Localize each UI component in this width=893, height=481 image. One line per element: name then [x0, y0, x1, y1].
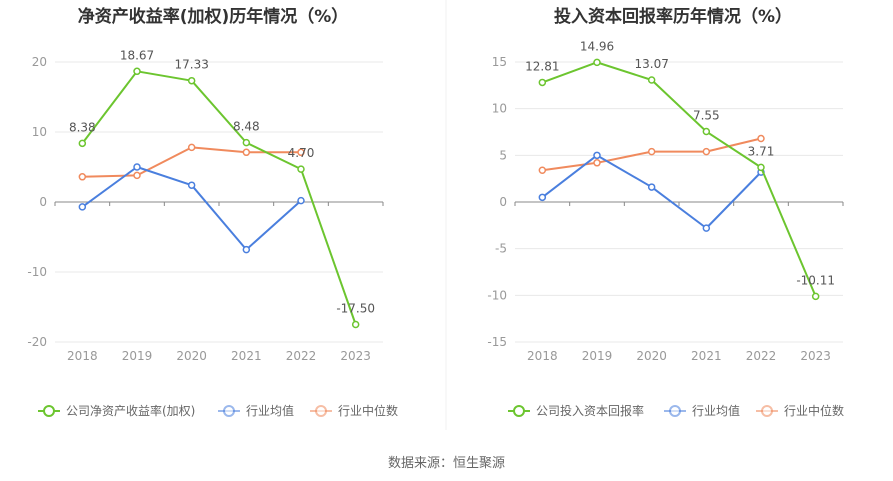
data-label: 12.81: [525, 59, 559, 73]
x-tick-label: 2022: [286, 349, 317, 363]
roe-chart-panel: 净资产收益率(加权)历年情况（%） 20 10 0 -10 -20 2018 2019 2020…: [27, 6, 398, 418]
legend-marker-swatch: [513, 405, 525, 417]
roic-chart-panel: 投入资本回报率历年情况（%） 15 10 5 0 -5 -10 -15 2018 2019 2020…: [487, 6, 844, 418]
data-point: [78, 139, 87, 148]
data-label: -10.11: [796, 273, 835, 287]
data-point: [538, 78, 547, 87]
data-point: [702, 127, 711, 136]
data-point: [242, 245, 251, 254]
data-point: [757, 134, 765, 143]
data-point: [647, 183, 656, 191]
y-tick-label: 10: [32, 125, 47, 139]
x-tick-label: 2022: [746, 349, 777, 363]
series-line: [541, 61, 817, 297]
data-point: [647, 76, 656, 84]
data-point: [133, 163, 141, 171]
legend-label: 公司净资产收益率(加权): [66, 403, 195, 418]
y-tick-label: 15: [492, 55, 507, 69]
y-tick-label: 0: [499, 195, 507, 209]
legend-label: 公司投入资本回报率: [536, 403, 644, 418]
data-point: [538, 193, 547, 202]
data-point: [538, 166, 547, 175]
x-tick-label: 2019: [582, 349, 613, 363]
y-tick-label: 20: [32, 55, 47, 69]
legend-marker-swatch: [761, 405, 773, 417]
x-tick-label: 2018: [527, 349, 558, 363]
data-point: [78, 203, 87, 211]
x-tick-label: 2019: [122, 349, 153, 363]
legend-label: 行业均值: [692, 403, 740, 418]
x-tick-label: 2021: [691, 349, 722, 363]
data-label: 13.07: [634, 57, 668, 71]
legend-label: 行业中位数: [338, 403, 398, 418]
data-point: [757, 163, 765, 172]
legend-marker-swatch: [223, 405, 235, 417]
data-label: 8.38: [69, 120, 96, 134]
legend-item: 行业中位数: [310, 403, 398, 418]
data-point: [242, 138, 251, 147]
y-tick-label: -5: [495, 242, 507, 256]
data-point: [593, 159, 601, 167]
data-point: [242, 148, 251, 157]
legend-label: 行业均值: [246, 403, 294, 418]
legend-item: 公司投入资本回报率: [508, 403, 644, 418]
y-tick-label: -20: [27, 335, 47, 349]
data-point: [647, 147, 656, 156]
y-tick-label: 10: [492, 102, 507, 116]
data-point: [187, 181, 196, 189]
y-tick-label: 5: [499, 148, 507, 162]
legend-item: 行业均值: [218, 403, 294, 418]
y-tick-label: -10: [487, 288, 507, 302]
data-point: [133, 67, 141, 76]
data-label: 8.48: [233, 120, 260, 134]
legend-marker-swatch: [315, 405, 327, 417]
x-tick-label: 2021: [231, 349, 262, 363]
y-tick-label: -15: [487, 335, 507, 349]
series-line: [81, 70, 357, 325]
chart-title: 投入资本回报率历年情况（%）: [554, 6, 792, 27]
data-point: [187, 143, 196, 152]
legend-item: 行业均值: [664, 403, 740, 418]
data-point: [297, 165, 305, 173]
x-tick-label: 2023: [340, 349, 371, 363]
legend-marker-swatch: [669, 405, 681, 417]
data-point: [811, 292, 820, 301]
chart-title: 净资产收益率(加权)历年情况（%）: [78, 6, 349, 27]
data-point: [593, 151, 601, 160]
x-tick-label: 2020: [176, 349, 207, 363]
series-line: [81, 166, 302, 251]
x-tick-label: 2018: [67, 349, 98, 363]
x-tick-label: 2023: [800, 349, 831, 363]
data-label: 4.70: [288, 146, 315, 160]
data-point: [351, 320, 360, 329]
data-label: 18.67: [120, 48, 154, 62]
y-tick-label: -10: [27, 265, 47, 279]
data-point: [297, 196, 305, 205]
data-label: 14.96: [580, 39, 614, 53]
data-point: [133, 171, 141, 180]
y-tick-label: 0: [39, 195, 47, 209]
x-tick-label: 2020: [636, 349, 667, 363]
data-label: 7.55: [693, 109, 720, 123]
data-point: [702, 224, 711, 232]
data-point: [702, 147, 711, 156]
data-point: [187, 76, 196, 85]
data-point: [297, 148, 305, 157]
data-label: 17.33: [174, 58, 208, 72]
data-label: -17.50: [336, 302, 375, 316]
data-source-label: 数据来源：恒生聚源: [388, 456, 505, 471]
legend-label: 行业中位数: [784, 403, 844, 418]
data-point: [78, 173, 87, 181]
data-label: 3.71: [748, 144, 775, 158]
series-line: [82, 146, 301, 178]
legend-item: 行业中位数: [756, 403, 844, 418]
data-point: [593, 58, 601, 67]
legend-item: 公司净资产收益率(加权): [38, 403, 195, 418]
legend-marker-swatch: [43, 405, 55, 417]
